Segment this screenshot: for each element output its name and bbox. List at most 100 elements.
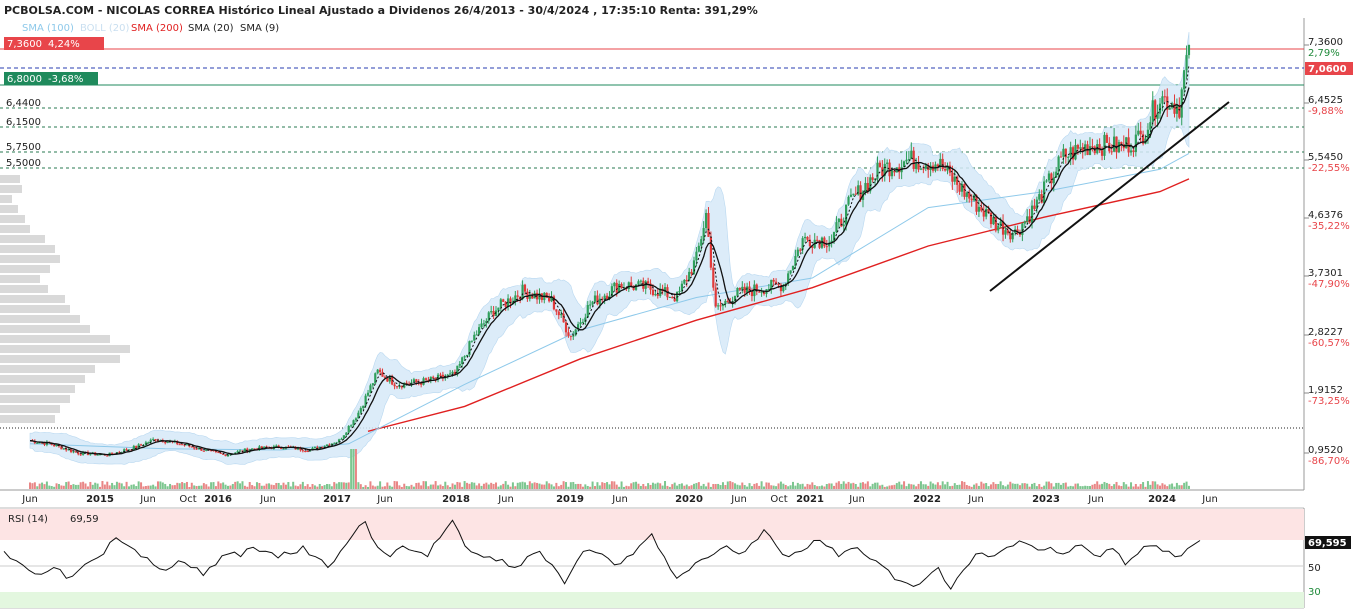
price-tick-label: 1,9152 [1308, 385, 1343, 396]
candle-body [1166, 96, 1169, 110]
bollinger-band-area [29, 32, 1190, 465]
candle-body [598, 298, 601, 305]
candle-body [1038, 194, 1041, 200]
volume-bar [528, 481, 531, 489]
volume-bar [118, 482, 121, 489]
volume-bar [779, 481, 782, 489]
candle-body [806, 236, 809, 240]
volume-bar [1166, 486, 1169, 489]
volume-bar [311, 484, 314, 489]
volume-profile-bar [0, 325, 90, 333]
volume-bar [651, 482, 654, 489]
candle-body [847, 196, 850, 205]
candle-body [637, 281, 640, 285]
volume-bar [437, 485, 440, 489]
candle-body [777, 284, 780, 286]
candle-body [873, 178, 877, 180]
candle-body [96, 454, 99, 456]
candle-body [347, 426, 350, 433]
candle-body [741, 286, 744, 290]
candle-body [1084, 144, 1087, 152]
candle-body [654, 294, 657, 296]
volume-bar [396, 481, 399, 489]
time-tick-label: Jun [376, 494, 393, 505]
candle-body [707, 212, 710, 237]
candle-body [835, 222, 838, 232]
candle-body [499, 299, 502, 308]
candle-body [584, 317, 587, 322]
volume-bar [842, 481, 845, 489]
candle-body [185, 444, 189, 446]
volume-bar [775, 486, 778, 489]
volume-bar [748, 483, 751, 489]
candle-body [922, 168, 925, 170]
candle-body [886, 162, 889, 164]
candle-body [663, 287, 667, 292]
candle-body [1149, 122, 1152, 130]
candle-body [951, 172, 954, 182]
volume-bar [207, 486, 210, 489]
candle-body [917, 163, 920, 170]
candle-body [801, 238, 804, 250]
candle-body [376, 369, 379, 374]
volume-bar [760, 481, 763, 489]
candle-body [939, 158, 942, 167]
volume-bar [789, 485, 792, 489]
candle-body [746, 286, 749, 293]
candle-body [738, 287, 741, 290]
candle-body [859, 185, 862, 200]
volume-bar [45, 481, 48, 489]
candle-body [1178, 105, 1181, 118]
volume-bar [171, 485, 174, 489]
high-price-pct: 4,24% [48, 39, 80, 50]
volume-bar [149, 485, 152, 489]
candle-body [502, 299, 505, 302]
volume-bar [784, 484, 787, 489]
candle-body [195, 448, 198, 450]
volume-bar [569, 482, 572, 489]
volume-bar [987, 486, 990, 489]
volume-bar [613, 481, 616, 489]
rsi-line [3, 519, 1201, 591]
volume-profile-bar [0, 305, 70, 313]
volume-bar [103, 484, 106, 489]
candle-body [132, 445, 135, 450]
volume-bar [507, 484, 510, 489]
volume-bar [255, 482, 258, 489]
volume-bar [997, 484, 1000, 489]
volume-bar [620, 481, 623, 489]
volume-profile-bar [0, 205, 18, 213]
volume-bar [977, 485, 980, 489]
chart-title: PCBOLSA.COM - NICOLAS CORREA Histórico L… [4, 4, 758, 17]
candle-body [475, 334, 478, 336]
volume-bar [270, 484, 273, 489]
volume-bar [806, 483, 809, 489]
price-tick-label: 3,7301 [1308, 268, 1343, 279]
volume-bar [608, 484, 611, 489]
volume-bar [509, 486, 512, 489]
volume-bar [1079, 486, 1082, 489]
volume-bar [982, 483, 985, 489]
volume-bar [67, 481, 70, 489]
candle-body [627, 282, 630, 290]
candle-body [1030, 205, 1034, 223]
volume-bar [859, 482, 862, 489]
sma200-path [367, 178, 1190, 432]
candle-body [1035, 199, 1038, 209]
volume-bar [577, 483, 580, 489]
volume-bar [777, 483, 780, 489]
candle-body [912, 150, 915, 169]
candle-body [371, 383, 374, 386]
candle-body [127, 449, 131, 451]
volume-bar [371, 485, 374, 489]
volume-bar [961, 481, 964, 489]
volume-bars [29, 449, 1190, 489]
candle-body [53, 444, 56, 447]
candle-body [357, 412, 360, 419]
volume-bar [1108, 483, 1111, 489]
volume-bar [463, 481, 466, 489]
volume-bar [690, 485, 693, 489]
volume-bar [1016, 483, 1019, 489]
volume-bar [86, 486, 89, 489]
volume-bar [519, 482, 522, 489]
